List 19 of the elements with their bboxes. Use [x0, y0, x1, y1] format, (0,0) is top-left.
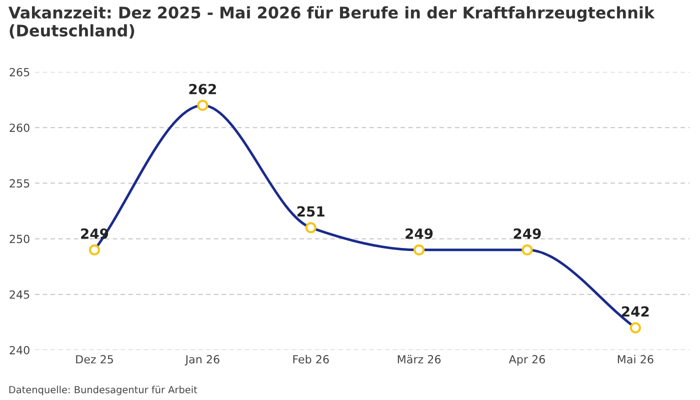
data-label: 262 — [189, 84, 216, 94]
y-tick-label: 265 — [10, 68, 30, 76]
data-label: 249 — [406, 228, 433, 239]
y-tick-label: 240 — [10, 346, 30, 354]
y-tick-label: 260 — [10, 124, 30, 132]
text: Datenquelle: Bundesagentur für Arbeit — [9, 386, 198, 396]
y-tick-label: 245 — [10, 290, 30, 299]
data-label: 249 — [514, 228, 541, 239]
x-tick-label: Mai 26 — [618, 354, 654, 364]
x-tick-label: Feb 26 — [293, 354, 329, 364]
data-label: 242 — [622, 306, 649, 317]
x-tick-label: Jan 26 — [184, 355, 220, 366]
data-label: 251 — [297, 206, 324, 217]
x-tick-label: Apr 26 — [508, 355, 545, 366]
y-tick-label: 255 — [10, 179, 30, 188]
x-tick-label: März 26 — [398, 354, 441, 364]
chart-title: Vakanzzeit: Dez 2025 - Mai 2026 für Berufe in der Kraftfahrzeugtechnik (Deutschland) — [8, 6, 655, 38]
x-tick-label: Dez 25 — [76, 355, 113, 364]
y-tick-label: 250 — [10, 234, 30, 244]
